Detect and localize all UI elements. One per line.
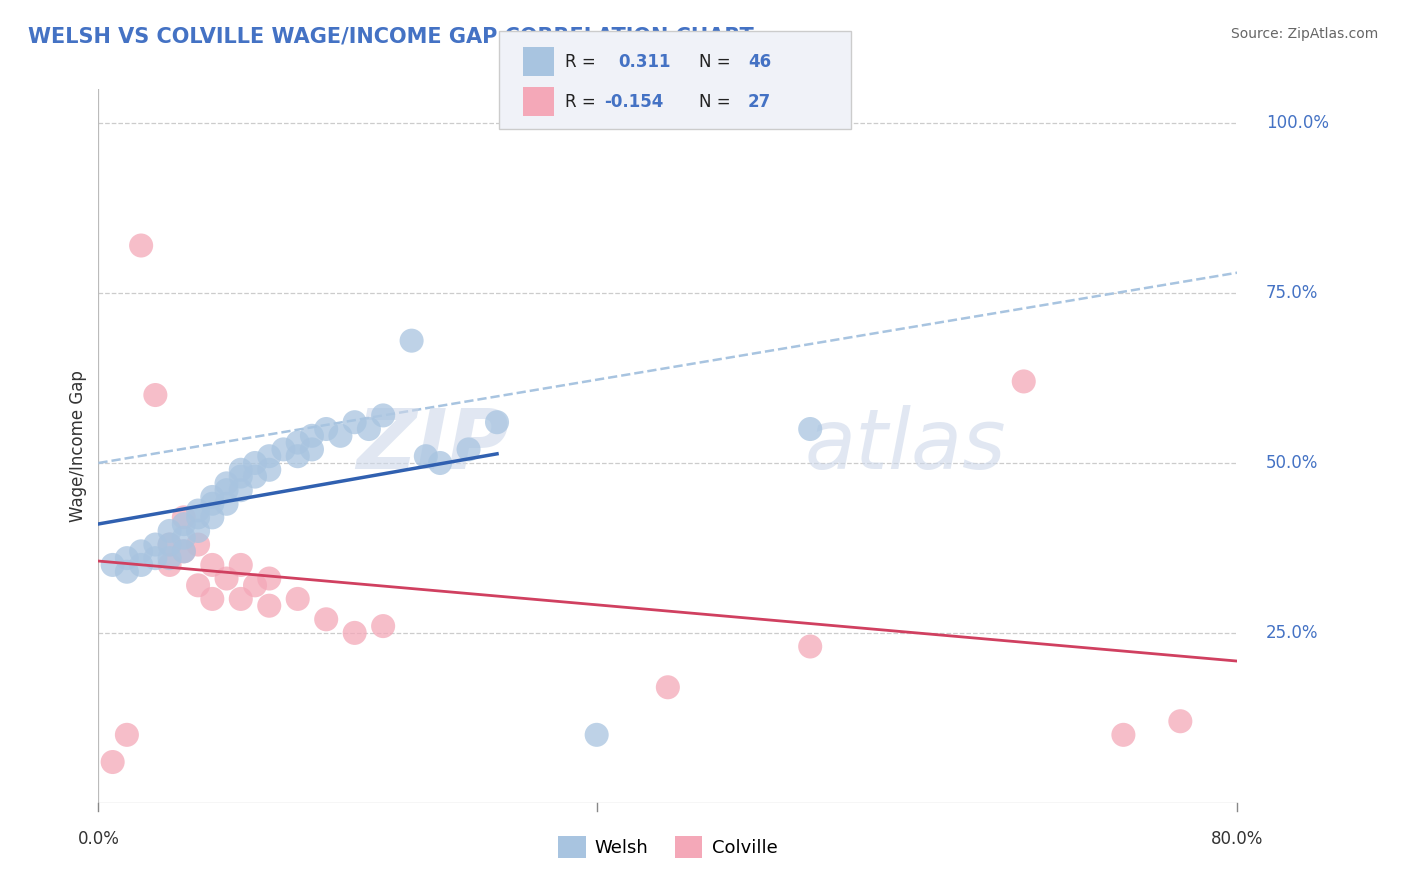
Point xyxy=(1112,728,1135,742)
Point xyxy=(159,558,181,572)
Point xyxy=(115,728,138,742)
Point xyxy=(401,334,423,348)
Text: R =: R = xyxy=(565,93,596,111)
Text: R =: R = xyxy=(565,53,596,70)
Point xyxy=(187,503,209,517)
Point xyxy=(115,551,138,566)
Point xyxy=(799,640,821,654)
Point xyxy=(159,537,181,551)
Text: 0.311: 0.311 xyxy=(619,53,671,70)
Point xyxy=(173,544,195,558)
Point xyxy=(585,728,607,742)
Point xyxy=(187,537,209,551)
Point xyxy=(145,537,167,551)
Point xyxy=(187,524,209,538)
Point xyxy=(215,572,238,586)
Legend: Welsh, Colville: Welsh, Colville xyxy=(551,829,785,865)
Point xyxy=(1170,714,1192,729)
Point xyxy=(373,409,395,423)
Point xyxy=(159,537,181,551)
Point xyxy=(373,619,395,633)
Point xyxy=(287,449,309,463)
Point xyxy=(201,497,224,511)
Point xyxy=(145,551,167,566)
Text: 46: 46 xyxy=(748,53,770,70)
Text: Source: ZipAtlas.com: Source: ZipAtlas.com xyxy=(1230,27,1378,41)
Text: 100.0%: 100.0% xyxy=(1265,114,1329,132)
Point xyxy=(229,469,252,483)
Point xyxy=(657,680,679,694)
Text: ZIP: ZIP xyxy=(356,406,509,486)
Text: N =: N = xyxy=(699,93,730,111)
Point xyxy=(129,544,152,558)
Point xyxy=(173,517,195,532)
Point xyxy=(1012,375,1035,389)
Point xyxy=(415,449,437,463)
Point xyxy=(343,415,366,429)
Point xyxy=(301,442,323,457)
Point xyxy=(273,442,295,457)
Point xyxy=(187,510,209,524)
Point xyxy=(173,531,195,545)
Point xyxy=(215,483,238,498)
Point xyxy=(343,626,366,640)
Text: -0.154: -0.154 xyxy=(605,93,664,111)
Point xyxy=(329,429,352,443)
Point xyxy=(243,578,266,592)
Text: 80.0%: 80.0% xyxy=(1211,830,1264,848)
Text: 27: 27 xyxy=(748,93,772,111)
Point xyxy=(129,238,152,252)
Point xyxy=(145,388,167,402)
Text: 25.0%: 25.0% xyxy=(1265,624,1319,642)
Point xyxy=(259,449,281,463)
Text: 0.0%: 0.0% xyxy=(77,830,120,848)
Point xyxy=(129,558,152,572)
Point xyxy=(173,510,195,524)
Point xyxy=(101,558,124,572)
Point xyxy=(229,591,252,606)
Point xyxy=(486,415,509,429)
Point xyxy=(201,558,224,572)
Point xyxy=(287,435,309,450)
Point xyxy=(159,524,181,538)
Point xyxy=(457,442,479,457)
Point xyxy=(115,565,138,579)
Y-axis label: Wage/Income Gap: Wage/Income Gap xyxy=(69,370,87,522)
Point xyxy=(243,456,266,470)
Text: N =: N = xyxy=(699,53,730,70)
Point xyxy=(259,463,281,477)
Point xyxy=(229,463,252,477)
Point xyxy=(201,490,224,504)
Point xyxy=(259,572,281,586)
Point xyxy=(287,591,309,606)
Text: atlas: atlas xyxy=(804,406,1007,486)
Point xyxy=(229,483,252,498)
Point xyxy=(173,544,195,558)
Point xyxy=(215,497,238,511)
Point xyxy=(357,422,380,436)
Point xyxy=(315,612,337,626)
Text: 75.0%: 75.0% xyxy=(1265,284,1319,302)
Text: 50.0%: 50.0% xyxy=(1265,454,1319,472)
Point xyxy=(101,755,124,769)
Point xyxy=(315,422,337,436)
Point xyxy=(159,551,181,566)
Text: WELSH VS COLVILLE WAGE/INCOME GAP CORRELATION CHART: WELSH VS COLVILLE WAGE/INCOME GAP CORREL… xyxy=(28,27,754,46)
Point xyxy=(243,469,266,483)
Point xyxy=(429,456,451,470)
Point xyxy=(201,591,224,606)
Point xyxy=(187,578,209,592)
Point xyxy=(215,476,238,491)
Point xyxy=(301,429,323,443)
Point xyxy=(799,422,821,436)
Point xyxy=(259,599,281,613)
Point xyxy=(201,510,224,524)
Point xyxy=(229,558,252,572)
